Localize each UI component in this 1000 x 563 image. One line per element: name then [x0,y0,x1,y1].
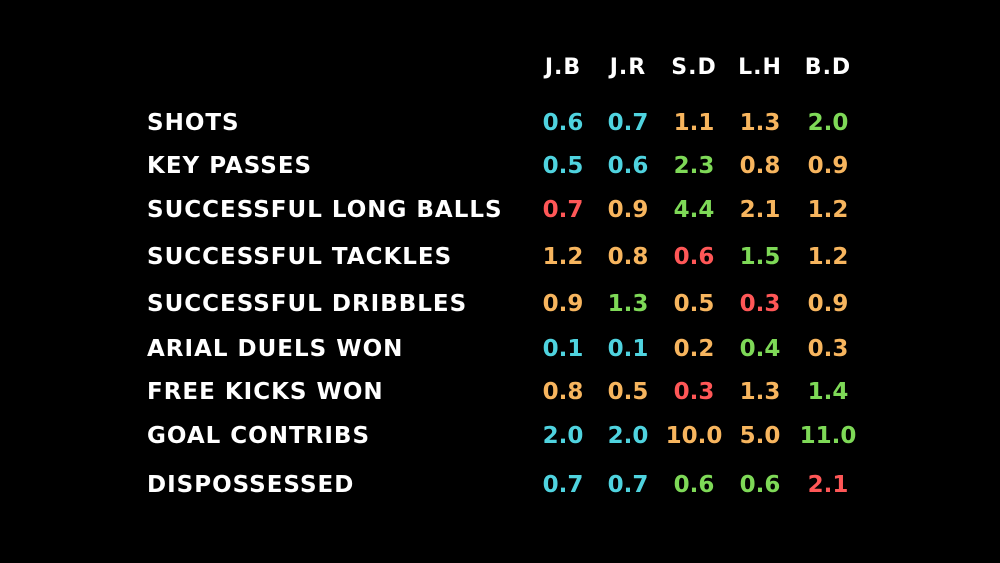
value-cell-successful-tackles-jb: 1.2 [542,244,584,270]
value-cell-arial-duels-won-jb: 0.1 [542,336,584,362]
value-cell-shots-jr: 0.7 [607,110,649,136]
value-cell-successful-tackles-bd: 1.2 [807,244,849,270]
value-cell-successful-tackles-sd: 0.6 [673,244,715,270]
value-cell-dispossessed-lh: 0.6 [739,472,781,498]
value-cell-shots-lh: 1.3 [739,110,781,136]
value-cell-goal-contribs-bd: 11.0 [799,423,857,449]
value-cell-successful-dribbles-jb: 0.9 [542,291,584,317]
value-cell-successful-dribbles-sd: 0.5 [673,291,715,317]
value-cell-free-kicks-won-jb: 0.8 [542,379,584,405]
value-cell-key-passes-jb: 0.5 [542,153,584,179]
value-cell-goal-contribs-lh: 5.0 [739,423,781,449]
value-cell-free-kicks-won-sd: 0.3 [673,379,715,405]
value-cell-key-passes-bd: 0.9 [807,153,849,179]
column-header-lh: L.H [738,55,782,80]
value-cell-arial-duels-won-lh: 0.4 [739,336,781,362]
value-cell-shots-sd: 1.1 [673,110,715,136]
value-cell-key-passes-sd: 2.3 [673,153,715,179]
row-label-successful-dribbles: SUCCESSFUL DRIBBLES [147,291,468,317]
value-cell-free-kicks-won-lh: 1.3 [739,379,781,405]
row-label-free-kicks-won: FREE KICKS WON [147,379,384,405]
column-header-sd: S.D [671,55,717,80]
value-cell-dispossessed-jb: 0.7 [542,472,584,498]
value-cell-free-kicks-won-jr: 0.5 [607,379,649,405]
value-cell-arial-duels-won-bd: 0.3 [807,336,849,362]
value-cell-dispossessed-jr: 0.7 [607,472,649,498]
column-header-jr: J.R [609,55,647,80]
value-cell-successful-tackles-lh: 1.5 [739,244,781,270]
value-cell-dispossessed-sd: 0.6 [673,472,715,498]
value-cell-successful-long-balls-jb: 0.7 [542,197,584,223]
value-cell-key-passes-jr: 0.6 [607,153,649,179]
row-label-key-passes: KEY PASSES [147,153,313,179]
value-cell-arial-duels-won-sd: 0.2 [673,336,715,362]
value-cell-dispossessed-bd: 2.1 [807,472,849,498]
row-label-arial-duels-won: ARIAL DUELS WON [147,336,404,362]
value-cell-arial-duels-won-jr: 0.1 [607,336,649,362]
row-label-successful-long-balls: SUCCESSFUL LONG BALLS [147,197,503,223]
value-cell-shots-bd: 2.0 [807,110,849,136]
value-cell-successful-long-balls-lh: 2.1 [739,197,781,223]
value-cell-successful-dribbles-bd: 0.9 [807,291,849,317]
row-label-shots: SHOTS [147,110,240,136]
value-cell-successful-dribbles-lh: 0.3 [739,291,781,317]
value-cell-successful-dribbles-jr: 1.3 [607,291,649,317]
column-header-jb: J.B [544,55,582,80]
value-cell-goal-contribs-jr: 2.0 [607,423,649,449]
value-cell-free-kicks-won-bd: 1.4 [807,379,849,405]
value-cell-key-passes-lh: 0.8 [739,153,781,179]
value-cell-successful-tackles-jr: 0.8 [607,244,649,270]
value-cell-successful-long-balls-jr: 0.9 [607,197,649,223]
value-cell-goal-contribs-sd: 10.0 [665,423,723,449]
value-cell-goal-contribs-jb: 2.0 [542,423,584,449]
row-label-dispossessed: DISPOSSESSED [147,472,355,498]
value-cell-successful-long-balls-sd: 4.4 [673,197,715,223]
row-label-successful-tackles: SUCCESSFUL TACKLES [147,244,453,270]
value-cell-successful-long-balls-bd: 1.2 [807,197,849,223]
value-cell-shots-jb: 0.6 [542,110,584,136]
row-label-goal-contribs: GOAL CONTRIBS [147,423,371,449]
column-header-bd: B.D [804,55,852,80]
